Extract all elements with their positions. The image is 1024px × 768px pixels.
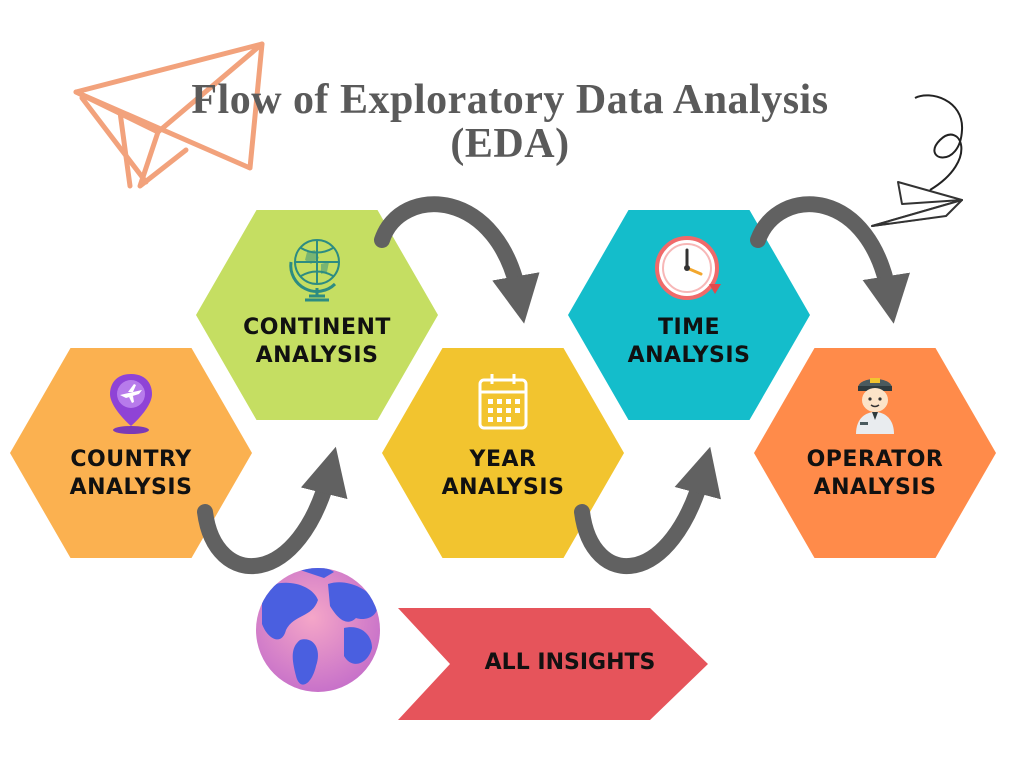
arrow-time-to-operator bbox=[750, 196, 910, 324]
operator-label-line-2: ANALYSIS bbox=[813, 475, 937, 500]
all-insights-label: ALL INSIGHTS bbox=[484, 650, 656, 675]
time-label-line-1: TIME bbox=[657, 315, 721, 340]
continent-label-line-1: CONTINENT bbox=[243, 315, 391, 340]
continent-label-line-2: ANALYSIS bbox=[255, 343, 379, 368]
calendar-icon bbox=[476, 372, 530, 436]
country-label-line-2: ANALYSIS bbox=[69, 475, 193, 500]
time-label-line-2: ANALYSIS bbox=[627, 343, 751, 368]
operator-label-line-1: OPERATOR bbox=[806, 447, 944, 472]
page-title: Flow of Exploratory Data Analysis (EDA) bbox=[140, 78, 880, 166]
title-line-2: (EDA) bbox=[450, 121, 570, 167]
year-label-line-1: YEAR bbox=[469, 447, 537, 472]
arrow-year-to-time bbox=[574, 446, 721, 574]
location-pin-plane-icon bbox=[106, 370, 156, 440]
pilot-icon bbox=[850, 368, 900, 438]
title-line-1: Flow of Exploratory Data Analysis bbox=[191, 77, 829, 123]
clock-icon bbox=[649, 234, 729, 308]
arrow-continent-to-year bbox=[374, 196, 540, 324]
small-paper-plane-decoration bbox=[871, 181, 963, 227]
year-label-line-2: ANALYSIS bbox=[441, 475, 565, 500]
country-label-line-1: COUNTRY bbox=[70, 447, 192, 472]
globe-icon bbox=[287, 232, 347, 308]
arrow-country-to-continent bbox=[197, 446, 348, 574]
